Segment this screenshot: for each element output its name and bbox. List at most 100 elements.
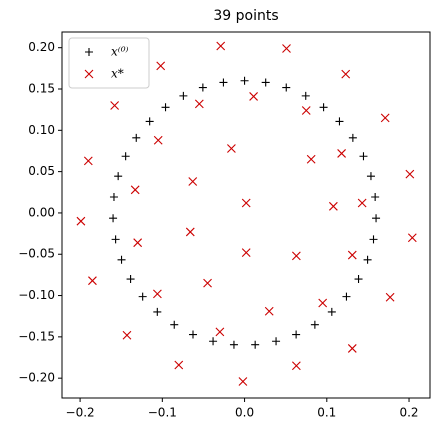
marker xyxy=(385,292,395,302)
marker xyxy=(264,306,274,316)
marker xyxy=(145,117,154,126)
marker xyxy=(282,44,291,53)
marker xyxy=(319,103,328,112)
marker xyxy=(215,327,225,337)
marker xyxy=(227,144,236,153)
legend-box xyxy=(68,37,150,89)
marker xyxy=(170,320,179,329)
marker xyxy=(272,337,281,346)
chart-title: 39 points xyxy=(213,8,278,24)
marker xyxy=(347,344,357,353)
y-tick-label: 0.05 xyxy=(28,164,55,178)
marker xyxy=(405,169,415,179)
marker xyxy=(109,192,118,201)
marker xyxy=(249,92,258,101)
x-tick-label: 0.0 xyxy=(235,406,254,420)
marker xyxy=(251,340,260,349)
y-tick-label: 0.00 xyxy=(28,205,55,219)
y-tick-label: −0.10 xyxy=(18,288,55,302)
marker xyxy=(337,149,346,158)
legend-label: x* xyxy=(111,67,124,81)
marker xyxy=(327,307,336,316)
marker xyxy=(306,154,316,164)
marker xyxy=(335,117,344,126)
marker xyxy=(114,172,123,181)
marker xyxy=(342,292,351,301)
marker xyxy=(132,133,141,142)
y-tick-label: 0.15 xyxy=(28,82,55,96)
marker xyxy=(219,78,228,87)
y-tick-label: 0.10 xyxy=(28,123,55,137)
x-tick-label: 0.1 xyxy=(317,406,336,420)
marker xyxy=(371,192,380,201)
marker xyxy=(153,307,162,316)
marker xyxy=(363,255,372,264)
marker xyxy=(372,214,381,223)
marker xyxy=(341,69,351,79)
marker xyxy=(117,255,126,264)
marker xyxy=(121,152,130,161)
x-tick-label: −0.2 xyxy=(66,406,95,420)
marker xyxy=(348,133,357,142)
marker xyxy=(122,330,132,340)
y-tick-label: 0.20 xyxy=(28,40,55,54)
marker xyxy=(203,278,212,288)
marker xyxy=(318,298,328,308)
marker xyxy=(366,172,375,181)
marker xyxy=(111,235,120,244)
marker xyxy=(407,233,417,243)
marker xyxy=(282,83,291,92)
legend-label: x⁽⁰⁾ xyxy=(111,45,129,59)
marker xyxy=(301,106,311,115)
marker xyxy=(229,340,238,349)
marker xyxy=(88,276,97,286)
marker xyxy=(153,135,163,145)
legend-marker xyxy=(84,69,94,79)
marker xyxy=(240,76,249,85)
marker xyxy=(241,248,251,257)
marker xyxy=(156,61,166,71)
marker xyxy=(126,275,135,284)
marker xyxy=(83,156,93,166)
marker xyxy=(174,360,184,370)
marker xyxy=(354,275,363,284)
marker xyxy=(292,330,301,339)
marker xyxy=(347,250,357,260)
marker xyxy=(291,361,301,371)
marker xyxy=(189,330,197,339)
y-tick-label: −0.20 xyxy=(18,371,55,385)
marker xyxy=(291,251,301,261)
plot-frame xyxy=(61,31,431,399)
marker xyxy=(194,99,204,109)
marker xyxy=(216,41,226,51)
marker xyxy=(185,227,195,237)
marker xyxy=(241,198,251,208)
marker xyxy=(161,103,170,112)
marker xyxy=(261,78,270,87)
marker xyxy=(328,201,338,211)
marker xyxy=(301,91,310,100)
marker xyxy=(238,377,248,386)
y-tick-label: −0.15 xyxy=(18,329,55,343)
marker xyxy=(153,289,162,299)
legend-marker xyxy=(85,48,93,56)
marker xyxy=(357,198,367,208)
marker xyxy=(310,320,319,329)
marker xyxy=(109,214,118,223)
y-tick-label: −0.05 xyxy=(18,247,55,261)
marker xyxy=(380,113,390,123)
marker xyxy=(130,185,140,195)
marker xyxy=(133,238,143,248)
x-tick-label: 0.2 xyxy=(399,406,418,420)
marker xyxy=(179,91,188,100)
marker xyxy=(198,83,207,92)
x-tick-label: −0.1 xyxy=(148,406,177,420)
marker xyxy=(76,216,86,226)
marker xyxy=(138,292,147,301)
marker xyxy=(188,177,198,186)
marker xyxy=(209,337,218,346)
marker xyxy=(369,235,378,244)
marker xyxy=(359,152,368,161)
marker xyxy=(110,101,120,110)
